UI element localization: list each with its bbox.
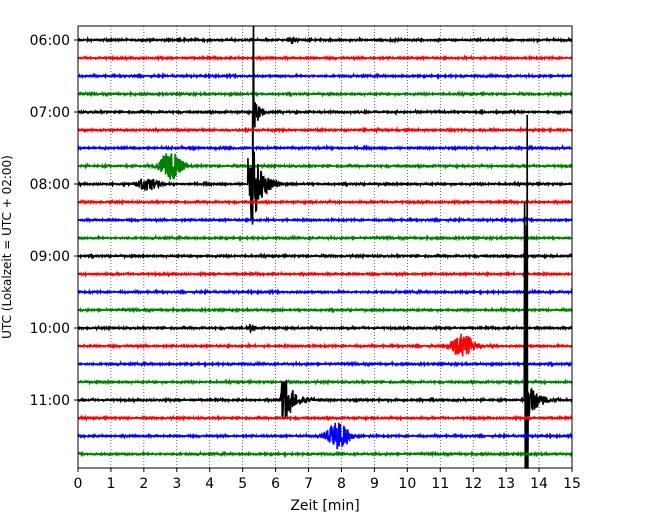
x-axis-ticks: 0 1 2 3 4 5 6 7 8 9 10 11 12 13 14 15 — [74, 468, 581, 492]
x-tick-label: 12 — [464, 476, 482, 492]
plot-background — [78, 26, 572, 468]
plot-frame — [77, 25, 573, 469]
x-tick-label: 2 — [139, 476, 148, 492]
x-tick-label: 7 — [304, 476, 313, 492]
x-tick-label: 9 — [370, 476, 379, 492]
x-tick-label: 8 — [337, 476, 346, 492]
y-tick-label: 07:00 — [30, 105, 70, 121]
x-tick-label: 14 — [530, 476, 548, 492]
trace-line — [77, 125, 573, 135]
trace-line — [77, 414, 573, 422]
trace-line — [77, 422, 573, 450]
trace-line — [77, 71, 573, 81]
trace-line — [77, 269, 573, 278]
trace-line — [77, 198, 573, 206]
trace-line — [77, 233, 573, 243]
trace-line — [77, 35, 573, 45]
y-tick-label: 11:00 — [30, 393, 70, 409]
x-tick-label: 5 — [238, 476, 247, 492]
trace-line — [77, 25, 573, 196]
trace-line — [77, 143, 573, 153]
trace-line — [77, 323, 573, 334]
x-tick-label: 3 — [172, 476, 181, 492]
trace-line — [77, 306, 573, 314]
trace-line — [77, 53, 573, 62]
y-tick-label: 08:00 — [30, 177, 70, 193]
trace-line — [77, 90, 573, 98]
seismic-traces — [77, 25, 573, 469]
trace-line — [77, 115, 573, 469]
trace-line — [77, 252, 573, 260]
trace-line — [77, 153, 573, 180]
y-axis-label: UTC (Lokalzeit = UTC + 02:00) — [0, 155, 14, 339]
x-tick-label: 6 — [271, 476, 280, 492]
y-tick-label: 09:00 — [30, 249, 70, 265]
x-axis-label: Zeit [min] — [290, 498, 359, 514]
x-tick-label: 15 — [563, 476, 581, 492]
trace-line — [77, 359, 573, 369]
trace-line — [77, 149, 573, 225]
y-tick-label: 06:00 — [30, 33, 70, 49]
trace-line — [77, 287, 573, 297]
x-tick-label: 13 — [497, 476, 515, 492]
y-tick-label: 10:00 — [30, 321, 70, 337]
x-tick-label: 11 — [431, 476, 449, 492]
x-tick-label: 1 — [106, 476, 115, 492]
x-tick-label: 10 — [398, 476, 416, 492]
trace-line — [77, 449, 573, 459]
y-axis-ticks: 06:00 07:00 08:00 09:00 10:00 11:00 — [30, 33, 78, 409]
x-tick-label: 4 — [205, 476, 214, 492]
trace-line — [77, 333, 573, 357]
trace-line — [77, 378, 573, 386]
x-tick-label: 0 — [74, 476, 83, 492]
trace-line — [77, 215, 573, 224]
